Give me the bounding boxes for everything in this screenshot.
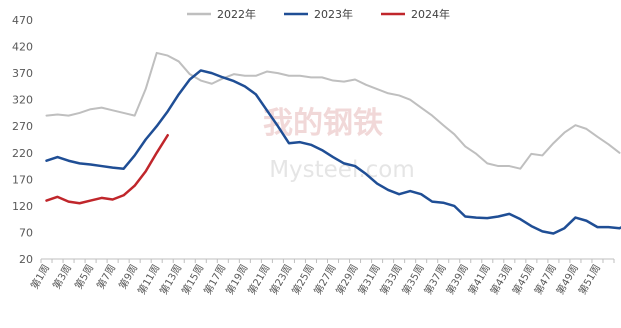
y-tick-label: 120 bbox=[12, 200, 33, 213]
x-tick-label: 第51周 bbox=[575, 262, 603, 297]
y-tick-label: 420 bbox=[12, 41, 33, 54]
y-tick-label: 470 bbox=[12, 14, 33, 27]
y-tick-label: 320 bbox=[12, 94, 33, 107]
x-tick-label: 第7周 bbox=[94, 262, 118, 291]
y-tick-label: 220 bbox=[12, 147, 33, 160]
x-tick-label: 第1周 bbox=[28, 262, 52, 291]
legend-label: 2024年 bbox=[411, 7, 450, 21]
y-tick-label: 170 bbox=[12, 173, 33, 186]
series-line-2022年 bbox=[45, 51, 621, 170]
y-tick-label: 20 bbox=[19, 253, 33, 266]
y-tick-label: 270 bbox=[12, 120, 33, 133]
watermark-logo-text: 我的钢铁 bbox=[263, 106, 383, 141]
x-tick-label: 第9周 bbox=[116, 262, 140, 291]
series-line-2023年 bbox=[45, 69, 621, 235]
y-tick-label: 370 bbox=[12, 67, 33, 80]
y-tick-label: 70 bbox=[19, 226, 33, 239]
series-line-2024年 bbox=[45, 134, 169, 205]
watermark: 我的钢铁 Mysteel.com bbox=[263, 106, 415, 183]
x-tick-label: 第5周 bbox=[72, 262, 96, 291]
x-tick-label: 第3周 bbox=[50, 262, 74, 291]
legend-label: 2022年 bbox=[217, 7, 256, 21]
legend-label: 2023年 bbox=[314, 7, 353, 21]
